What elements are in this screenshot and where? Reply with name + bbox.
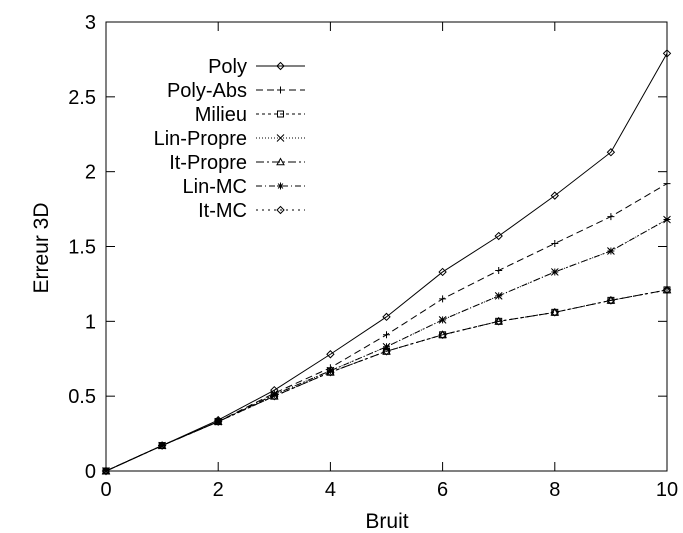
legend-label: Lin-Propre	[154, 128, 247, 150]
x-tick-label: 2	[213, 479, 224, 501]
legend-marker	[277, 110, 284, 118]
x-axis-title: Bruit	[365, 510, 408, 533]
data-point	[101, 466, 111, 476]
legend-entry: It-MC	[198, 200, 305, 222]
data-point	[607, 296, 615, 304]
series-lin-mc	[102, 216, 671, 475]
x-tick-label: 6	[437, 479, 448, 501]
legend-label: It-Propre	[169, 152, 247, 174]
series-line	[105, 53, 668, 472]
data-point	[607, 247, 615, 255]
data-point	[551, 240, 559, 248]
data-point	[270, 385, 279, 395]
data-point	[663, 215, 671, 224]
data-point	[383, 347, 390, 355]
legend-entry: Poly-Abs	[167, 80, 305, 102]
axes: 0 2 4 6 8 10 0 0.5 1 1.5 2 2.5 3	[68, 12, 678, 501]
legend-marker	[276, 157, 285, 166]
y-axis-title: Erreur 3D	[30, 202, 53, 293]
series-lines	[101, 49, 672, 476]
series-line	[105, 219, 668, 472]
legend-marker	[277, 86, 284, 94]
data-point	[439, 295, 447, 303]
legend-entry: It-Propre	[169, 152, 305, 174]
x-tick-label: 8	[549, 479, 560, 501]
data-point	[326, 350, 335, 359]
legend-label: Lin-MC	[183, 176, 247, 198]
legend-entry: Poly	[208, 56, 305, 78]
legend-label: It-MC	[198, 200, 247, 222]
data-point	[550, 191, 560, 200]
series-poly	[101, 49, 672, 476]
y-tick-label: 1.5	[68, 237, 96, 259]
data-point	[494, 292, 503, 300]
legend-marker	[276, 205, 285, 215]
data-point	[213, 415, 223, 425]
legend-entry: Lin-Propre	[154, 128, 305, 150]
y-tick-label: 3	[85, 12, 96, 34]
series-poly-abs	[102, 180, 671, 475]
legend-label: Poly-Abs	[167, 80, 247, 102]
legend-marker	[276, 61, 285, 71]
series-milieu	[102, 286, 671, 475]
data-point	[383, 331, 390, 339]
data-point	[663, 180, 671, 188]
data-point	[494, 231, 503, 241]
data-point	[382, 312, 391, 322]
data-point	[438, 315, 447, 324]
data-point	[495, 317, 503, 325]
x-tick-label: 10	[656, 479, 678, 501]
data-point	[326, 364, 334, 372]
data-point	[551, 308, 559, 316]
legend: PolyPoly-AbsMilieuLin-PropreIt-PropreLin…	[154, 56, 305, 222]
data-point	[662, 49, 672, 58]
y-tick-label: 1	[85, 311, 96, 333]
legend-marker	[276, 134, 285, 142]
y-tick-label: 0.5	[68, 386, 96, 408]
data-point	[607, 213, 615, 221]
legend-label: Poly	[208, 56, 247, 78]
y-tick-label: 2.5	[68, 87, 96, 109]
data-point	[663, 286, 671, 294]
legend-entry: Milieu	[195, 104, 305, 126]
series-it-mc	[101, 285, 672, 476]
data-point	[495, 266, 503, 274]
y-tick-label: 2	[85, 162, 96, 184]
x-tick-label: 0	[100, 479, 111, 501]
data-point	[382, 342, 391, 351]
y-tick-label: 0	[85, 461, 96, 483]
series-it-propre	[101, 285, 672, 475]
legend-marker	[277, 182, 284, 190]
data-point	[606, 148, 616, 157]
legend-label: Milieu	[195, 104, 247, 126]
data-point	[157, 441, 167, 450]
series-line	[105, 183, 668, 472]
data-point	[439, 331, 447, 339]
data-point	[438, 267, 447, 277]
data-point	[550, 268, 559, 276]
legend-entry: Lin-MC	[183, 176, 305, 198]
x-tick-label: 4	[325, 479, 336, 501]
